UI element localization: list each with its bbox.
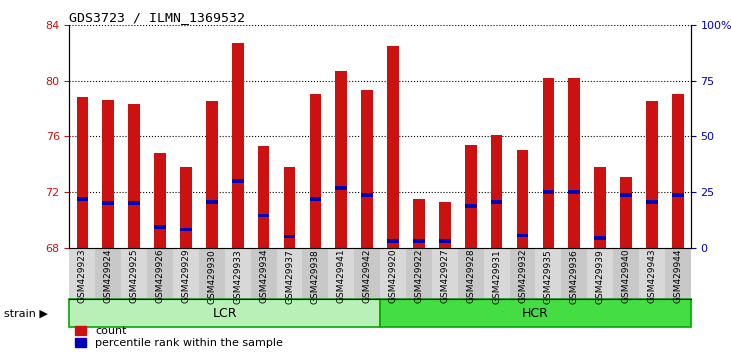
Bar [439, 239, 451, 242]
Bar [646, 200, 658, 204]
Text: GSM429932: GSM429932 [518, 249, 527, 303]
Bar [284, 235, 295, 238]
Bar [154, 225, 166, 229]
Text: GSM429936: GSM429936 [569, 249, 579, 304]
Text: GSM429943: GSM429943 [648, 249, 656, 303]
Text: GSM429937: GSM429937 [285, 249, 294, 304]
Bar [439, 202, 451, 248]
Bar [672, 95, 683, 248]
Text: GSM429929: GSM429929 [181, 249, 191, 303]
Bar [284, 167, 295, 248]
Text: LCR: LCR [213, 307, 237, 320]
Bar [180, 228, 192, 232]
Bar [309, 95, 321, 248]
Bar [102, 201, 114, 205]
Text: HCR: HCR [522, 307, 549, 320]
Text: GSM429922: GSM429922 [414, 249, 423, 303]
Bar [102, 100, 114, 248]
Text: GSM429941: GSM429941 [337, 249, 346, 303]
Bar [594, 236, 606, 240]
Bar [465, 145, 477, 248]
Text: GDS3723 / ILMN_1369532: GDS3723 / ILMN_1369532 [69, 11, 246, 24]
Text: GSM429930: GSM429930 [208, 249, 216, 304]
Bar [336, 71, 347, 248]
Bar [517, 150, 529, 248]
Bar [542, 190, 554, 194]
Bar [542, 78, 554, 248]
Bar [620, 177, 632, 248]
Bar [309, 197, 321, 201]
Bar [154, 153, 166, 248]
Bar [491, 200, 502, 204]
Bar [387, 46, 399, 248]
Bar [129, 201, 140, 205]
Bar [387, 239, 399, 242]
Text: GSM429920: GSM429920 [389, 249, 398, 303]
Bar [258, 146, 270, 248]
Text: GSM429940: GSM429940 [621, 249, 631, 303]
Bar [413, 239, 425, 242]
Text: strain ▶: strain ▶ [4, 308, 48, 318]
Text: GSM429935: GSM429935 [544, 249, 553, 304]
Bar [465, 204, 477, 208]
Legend: count, percentile rank within the sample: count, percentile rank within the sample [75, 326, 283, 348]
Bar [361, 193, 373, 196]
Bar [620, 193, 632, 196]
Bar [413, 199, 425, 248]
Text: GSM429928: GSM429928 [466, 249, 475, 303]
Text: GSM429925: GSM429925 [129, 249, 139, 303]
Text: GSM429938: GSM429938 [311, 249, 320, 304]
Bar [232, 43, 243, 248]
Bar [517, 234, 529, 237]
Bar [206, 200, 218, 204]
Text: GSM429923: GSM429923 [78, 249, 87, 303]
Bar [491, 135, 502, 248]
Text: GSM429927: GSM429927 [440, 249, 450, 303]
Bar [258, 214, 270, 217]
Bar [180, 167, 192, 248]
Bar [336, 186, 347, 190]
Bar [77, 197, 88, 201]
Bar [361, 90, 373, 248]
Text: GSM429942: GSM429942 [363, 249, 371, 303]
Text: GSM429933: GSM429933 [233, 249, 242, 304]
Bar [77, 97, 88, 248]
Bar [129, 104, 140, 248]
Bar [569, 78, 580, 248]
Bar [646, 102, 658, 248]
Text: GSM429924: GSM429924 [104, 249, 113, 303]
Bar [569, 190, 580, 194]
Bar [594, 167, 606, 248]
Bar [672, 193, 683, 196]
Text: GSM429934: GSM429934 [259, 249, 268, 303]
Text: GSM429944: GSM429944 [673, 249, 682, 303]
Text: GSM429931: GSM429931 [492, 249, 501, 304]
Bar [206, 102, 218, 248]
Bar [232, 179, 243, 183]
Text: GSM429939: GSM429939 [596, 249, 605, 304]
Text: GSM429926: GSM429926 [156, 249, 164, 303]
